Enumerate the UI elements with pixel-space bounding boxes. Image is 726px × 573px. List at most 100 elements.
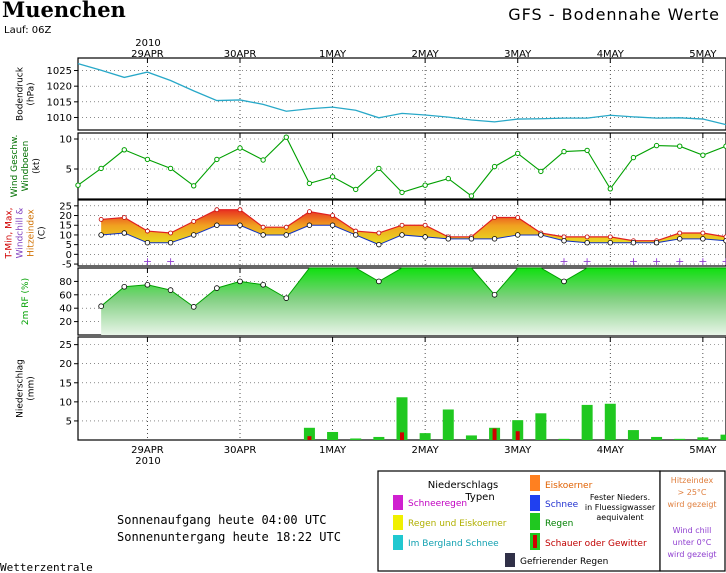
temp-max-point bbox=[260, 224, 266, 230]
legend-windchill-2: unter 0°C bbox=[673, 538, 712, 547]
tick-label: 20 bbox=[59, 211, 72, 222]
tick-label: 60 bbox=[59, 290, 72, 301]
legend-schauer: Schauer oder Gewitter bbox=[545, 539, 647, 549]
wind-point bbox=[353, 186, 359, 193]
legend-fester-2: in Fluessigwasser bbox=[585, 503, 656, 512]
tick-label: 1020 bbox=[47, 82, 72, 93]
wind-point bbox=[422, 182, 428, 188]
day-label-top: 4MAY bbox=[597, 49, 625, 60]
legend-title-2: Typen bbox=[464, 492, 494, 503]
axis-label-wind: Wind Geschw. bbox=[10, 135, 20, 198]
precip-bar bbox=[558, 438, 570, 440]
humidity-point bbox=[214, 285, 220, 291]
temp-max-point bbox=[214, 207, 220, 213]
temp-min-point bbox=[630, 240, 637, 246]
day-label-top: 29APR bbox=[131, 49, 164, 60]
wind-point bbox=[515, 150, 521, 157]
tick-label: 5 bbox=[66, 165, 72, 176]
day-label-top: 2MAY bbox=[412, 49, 440, 60]
run-label: Lauf: 06Z bbox=[4, 25, 51, 36]
legend-gefrierend: Gefrierender Regen bbox=[520, 557, 608, 567]
swatch-eiskoerner bbox=[530, 475, 540, 491]
temp-min-point bbox=[98, 232, 104, 238]
temp-min-line bbox=[101, 224, 726, 246]
tick-label: 10 bbox=[59, 397, 72, 408]
temp-min-point bbox=[515, 232, 521, 238]
precip-bar bbox=[442, 409, 454, 440]
precip-bar bbox=[651, 436, 663, 440]
temp-max-point bbox=[98, 217, 104, 222]
legend-schneeregen: Schneeregen bbox=[408, 499, 467, 509]
legend-windchill-3: wird gezeigt bbox=[667, 550, 716, 559]
axis-label-precipitation: Niederschlag bbox=[16, 359, 26, 418]
swatch-schneeregen bbox=[393, 495, 403, 510]
axis-label-temperature: T-Min, Max, bbox=[5, 207, 15, 259]
precip-bar bbox=[327, 431, 339, 440]
legend-windchill-1: Wind chill bbox=[673, 526, 712, 535]
legend-regen-eis: Regen und Eiskoerner bbox=[408, 519, 507, 529]
temp-max-point bbox=[283, 224, 289, 230]
windchill-mark: + bbox=[652, 255, 661, 268]
swatch-regen-eis bbox=[393, 515, 403, 530]
wind-point bbox=[491, 163, 498, 170]
wind-point bbox=[561, 148, 567, 155]
axis-label-temperature: Hitzeindex bbox=[27, 208, 37, 256]
temp-min-point bbox=[306, 222, 313, 228]
temp-max-point bbox=[307, 209, 312, 215]
shower-bar bbox=[400, 432, 404, 440]
shower-bar bbox=[307, 436, 312, 440]
panel-frame bbox=[77, 132, 726, 200]
tick-label: 10 bbox=[59, 135, 72, 146]
temp-min-point bbox=[376, 241, 382, 248]
humidity-point bbox=[98, 303, 104, 309]
panel-wind: 5 10 Wind Geschw. Windboeen (kt) bbox=[10, 132, 726, 200]
tick-label: 5 bbox=[66, 240, 72, 251]
axis-label-pressure: (hPa) bbox=[27, 82, 37, 105]
humidity-point bbox=[237, 278, 243, 285]
precip-bar bbox=[396, 397, 408, 440]
legend: Niederschlags Typen Schneeregen Regen un… bbox=[377, 470, 726, 572]
temp-min-point bbox=[491, 236, 498, 242]
year-label-top: 2010 bbox=[135, 38, 160, 49]
wind-point bbox=[468, 193, 475, 199]
temp-min-point bbox=[144, 240, 151, 246]
precip-bar bbox=[697, 437, 709, 440]
temp-max-point bbox=[168, 230, 173, 236]
temp-max-point bbox=[145, 228, 150, 234]
tick-label: 10 bbox=[59, 230, 72, 241]
windchill-mark: + bbox=[559, 255, 568, 268]
temp-max-point bbox=[515, 215, 521, 220]
day-label-top: 30APR bbox=[224, 49, 257, 60]
temp-max-point bbox=[700, 230, 706, 236]
wind-point bbox=[329, 174, 336, 180]
wind-point bbox=[144, 156, 151, 163]
panel-frame bbox=[77, 57, 726, 131]
pressure-series-line bbox=[77, 63, 726, 126]
temp-min-point bbox=[561, 238, 567, 244]
wind-point bbox=[584, 147, 590, 154]
precip-bar bbox=[303, 427, 315, 440]
temp-max-point bbox=[584, 234, 590, 240]
axis-label-wind: Windboeen bbox=[21, 141, 31, 192]
humidity-point bbox=[260, 281, 266, 288]
shower-bar bbox=[515, 431, 520, 440]
legend-regen: Regen bbox=[545, 519, 573, 529]
windchill-mark: + bbox=[166, 255, 175, 268]
tick-label: 15 bbox=[59, 378, 72, 389]
temp-min-point bbox=[677, 236, 683, 242]
temp-min-point bbox=[607, 240, 613, 246]
temp-min-point bbox=[191, 232, 197, 238]
axis-label-precipitation: (mm) bbox=[27, 376, 37, 401]
axis-label-temperature: Windchill & bbox=[16, 208, 26, 259]
temp-min-point bbox=[260, 232, 266, 238]
temp-min-point bbox=[167, 240, 174, 246]
day-label-top: 5MAY bbox=[689, 49, 717, 60]
day-label-bottom: 30APR bbox=[224, 445, 257, 456]
temp-max-line bbox=[101, 209, 726, 242]
humidity-area bbox=[101, 268, 726, 335]
humidity-point bbox=[144, 281, 151, 288]
swatch-schnee bbox=[530, 495, 540, 511]
tick-label: -5 bbox=[62, 260, 72, 271]
legend-title: Niederschlags bbox=[428, 480, 499, 491]
